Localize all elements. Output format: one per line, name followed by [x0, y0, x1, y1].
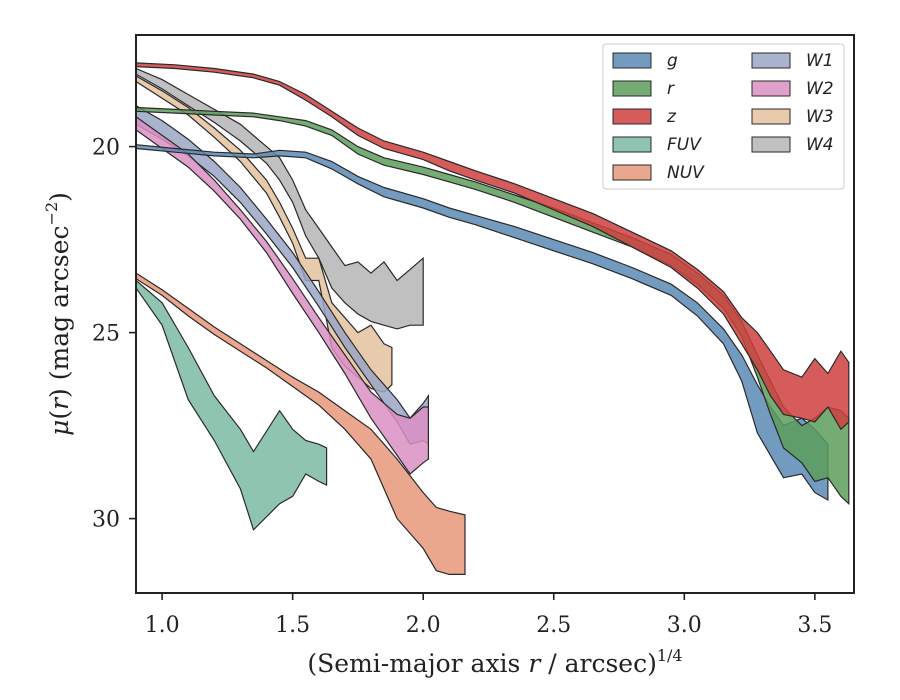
x-tick-label: 3.0 [667, 613, 702, 638]
legend-swatch-W3 [751, 108, 791, 125]
band-z [136, 62, 850, 431]
legend-label-W2: W2 [806, 79, 834, 99]
band-W4 [136, 67, 424, 330]
legend-label-W1: W1 [806, 51, 834, 71]
band-FUV [136, 279, 328, 531]
series-layer [136, 62, 850, 575]
legend-swatch-r [612, 80, 652, 97]
legend-swatch-NUV [612, 164, 652, 181]
legend-label-g: g [667, 51, 678, 71]
y-tick-label: 25 [92, 322, 120, 347]
x-axis-title: (Semi-major axis r / arcsec)1/4 [307, 646, 682, 678]
band-NUV [136, 272, 466, 575]
y-axis-title: μ(r) (mag arcsec−2) [42, 192, 74, 436]
ticks-layer: 1.0 1.5 2.0 2.5 3.0 3.5 20 25 30 [92, 136, 832, 638]
legend-swatch-z [612, 108, 652, 125]
legend-swatch-W2 [751, 80, 791, 97]
legend-box [602, 43, 845, 190]
legend-label-r: r [667, 79, 675, 99]
band-W2 [136, 116, 429, 475]
legend-label-W3: W3 [806, 107, 834, 127]
x-tick-label: 3.5 [797, 613, 832, 638]
legend-label-FUV: FUV [667, 135, 702, 155]
x-tick-label: 2.5 [536, 613, 571, 638]
y-tick-label: 20 [92, 136, 120, 161]
x-tick-label: 1.0 [145, 613, 180, 638]
legend-swatch-g [612, 52, 652, 69]
legend-label-z: z [666, 107, 677, 127]
legend-swatch-W1 [751, 52, 791, 69]
legend-label-NUV: NUV [667, 163, 705, 183]
x-tick-label: 1.5 [275, 613, 310, 638]
legend-swatch-FUV [612, 136, 652, 153]
band-r [136, 106, 850, 506]
band-g [136, 144, 829, 502]
plot-frame [135, 34, 855, 594]
x-tick-label: 2.0 [406, 613, 441, 638]
legend-swatch-W4 [751, 136, 791, 153]
y-tick-label: 30 [92, 508, 120, 533]
legend: grz FUV NUV W1 W2 W3 W4 [602, 43, 845, 190]
legend-label-W4: W4 [806, 135, 834, 155]
